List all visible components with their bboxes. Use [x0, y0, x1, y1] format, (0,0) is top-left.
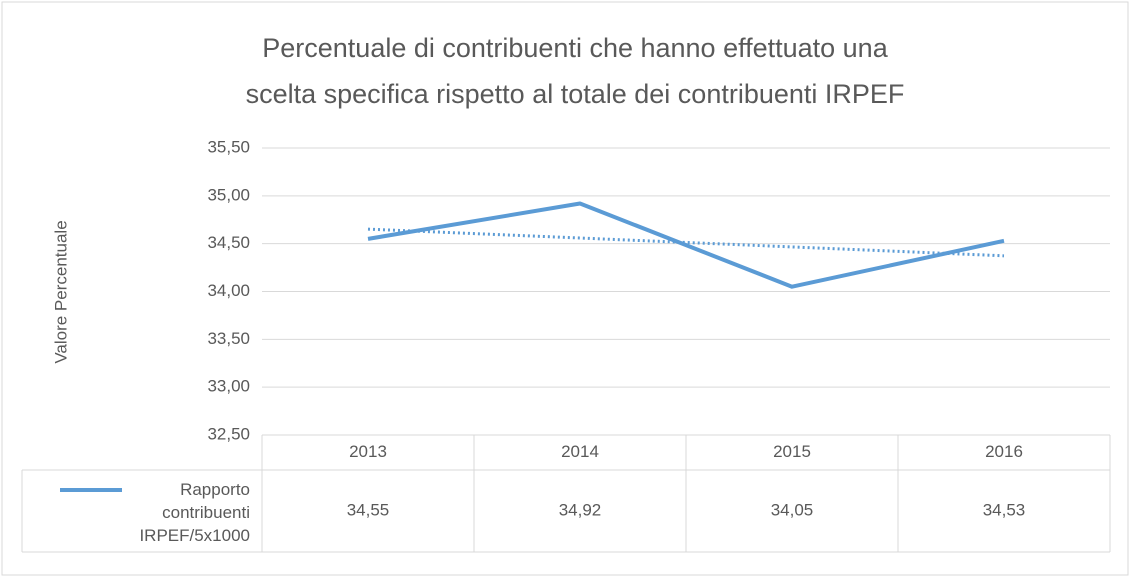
chart-title: Percentuale di contribuenti che hanno ef… — [262, 33, 888, 63]
x-tick-label: 2013 — [349, 442, 387, 461]
series-line — [367, 201, 1005, 289]
y-tick-label: 33,50 — [207, 329, 250, 348]
y-tick-label: 35,50 — [207, 137, 250, 156]
y-axis-title: Valore Percentuale — [51, 220, 70, 363]
x-tick-label: 2014 — [561, 442, 599, 461]
table-value: 34,55 — [347, 500, 390, 519]
legend-label: Rapporto contribuenti IRPEF/5x1000 — [139, 480, 250, 545]
y-tick-label: 34,00 — [207, 281, 250, 300]
chart-border — [1, 1, 1129, 576]
chart-title: scelta specifica rispetto al totale dei … — [246, 79, 905, 109]
y-tick-label: 33,00 — [207, 377, 250, 396]
x-tick-label: 2016 — [985, 442, 1023, 461]
y-tick-label: 34,50 — [207, 233, 250, 252]
table-value: 34,92 — [559, 500, 602, 519]
legend-label-box: Rapporto contribuenti IRPEF/5x1000 — [139, 480, 250, 545]
table-value: 34,05 — [771, 500, 814, 519]
table-value: 34,53 — [983, 500, 1026, 519]
trendline — [367, 227, 1005, 258]
y-tick-label: 32,50 — [207, 424, 250, 443]
x-tick-label: 2015 — [773, 442, 811, 461]
y-tick-label: 35,00 — [207, 185, 250, 204]
